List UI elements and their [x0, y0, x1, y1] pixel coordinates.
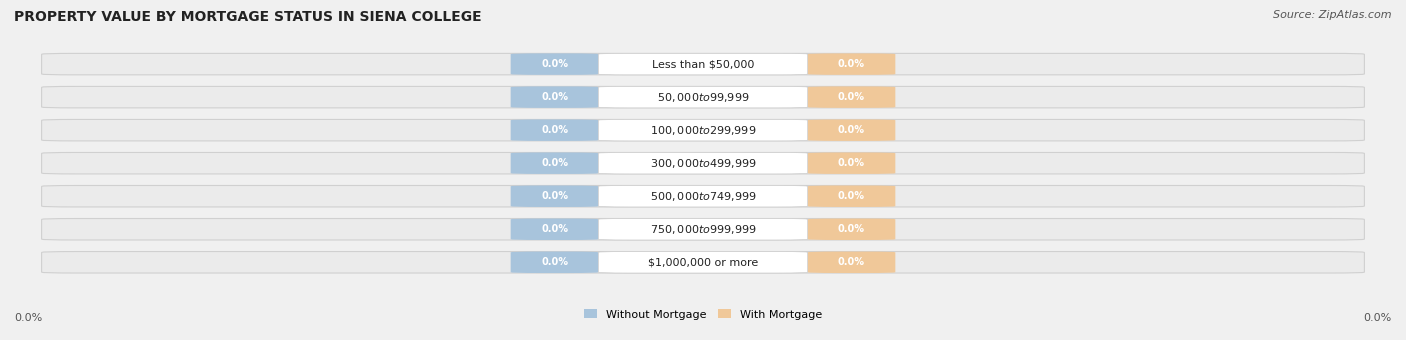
FancyBboxPatch shape — [42, 219, 1364, 240]
Text: 0.0%: 0.0% — [838, 224, 865, 234]
FancyBboxPatch shape — [510, 152, 599, 174]
FancyBboxPatch shape — [42, 186, 1364, 207]
FancyBboxPatch shape — [42, 119, 1364, 141]
FancyBboxPatch shape — [807, 219, 896, 240]
FancyBboxPatch shape — [510, 219, 599, 240]
FancyBboxPatch shape — [807, 152, 896, 174]
FancyBboxPatch shape — [807, 252, 896, 273]
FancyBboxPatch shape — [807, 53, 896, 75]
Text: 0.0%: 0.0% — [838, 125, 865, 135]
FancyBboxPatch shape — [42, 252, 1364, 273]
FancyBboxPatch shape — [599, 53, 807, 75]
FancyBboxPatch shape — [510, 53, 599, 75]
FancyBboxPatch shape — [510, 252, 599, 273]
Text: Less than $50,000: Less than $50,000 — [652, 59, 754, 69]
Text: 0.0%: 0.0% — [541, 59, 568, 69]
FancyBboxPatch shape — [599, 86, 807, 108]
Text: PROPERTY VALUE BY MORTGAGE STATUS IN SIENA COLLEGE: PROPERTY VALUE BY MORTGAGE STATUS IN SIE… — [14, 10, 482, 24]
Text: $750,000 to $999,999: $750,000 to $999,999 — [650, 223, 756, 236]
Text: $100,000 to $299,999: $100,000 to $299,999 — [650, 124, 756, 137]
FancyBboxPatch shape — [599, 186, 807, 207]
Text: $300,000 to $499,999: $300,000 to $499,999 — [650, 157, 756, 170]
FancyBboxPatch shape — [599, 119, 807, 141]
Text: $50,000 to $99,999: $50,000 to $99,999 — [657, 91, 749, 104]
Text: 0.0%: 0.0% — [838, 92, 865, 102]
FancyBboxPatch shape — [42, 53, 1364, 75]
Text: 0.0%: 0.0% — [838, 191, 865, 201]
FancyBboxPatch shape — [807, 86, 896, 108]
Text: 0.0%: 0.0% — [541, 224, 568, 234]
FancyBboxPatch shape — [599, 252, 807, 273]
FancyBboxPatch shape — [599, 152, 807, 174]
Text: 0.0%: 0.0% — [541, 191, 568, 201]
FancyBboxPatch shape — [42, 86, 1364, 108]
Text: $500,000 to $749,999: $500,000 to $749,999 — [650, 190, 756, 203]
Text: 0.0%: 0.0% — [541, 158, 568, 168]
Legend: Without Mortgage, With Mortgage: Without Mortgage, With Mortgage — [579, 305, 827, 324]
FancyBboxPatch shape — [510, 86, 599, 108]
FancyBboxPatch shape — [510, 186, 599, 207]
FancyBboxPatch shape — [42, 152, 1364, 174]
Text: 0.0%: 0.0% — [541, 92, 568, 102]
FancyBboxPatch shape — [510, 119, 599, 141]
Text: 0.0%: 0.0% — [1364, 313, 1392, 323]
Text: 0.0%: 0.0% — [541, 257, 568, 267]
Text: 0.0%: 0.0% — [838, 59, 865, 69]
Text: 0.0%: 0.0% — [838, 257, 865, 267]
Text: 0.0%: 0.0% — [541, 125, 568, 135]
FancyBboxPatch shape — [807, 119, 896, 141]
FancyBboxPatch shape — [807, 186, 896, 207]
Text: Source: ZipAtlas.com: Source: ZipAtlas.com — [1274, 10, 1392, 20]
Text: 0.0%: 0.0% — [14, 313, 42, 323]
Text: 0.0%: 0.0% — [838, 158, 865, 168]
Text: $1,000,000 or more: $1,000,000 or more — [648, 257, 758, 267]
FancyBboxPatch shape — [599, 219, 807, 240]
